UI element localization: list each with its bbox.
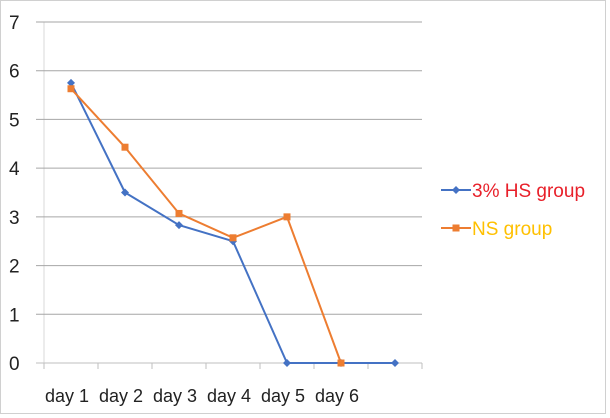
x-tick-label: day 4 xyxy=(207,386,251,406)
y-tick-label: 7 xyxy=(9,13,20,34)
data-point xyxy=(229,234,237,242)
y-tick-label: 1 xyxy=(9,305,20,326)
legend-label: 3% HS group xyxy=(472,181,585,202)
y-tick-label: 5 xyxy=(9,110,20,131)
data-point xyxy=(337,359,345,367)
series-line xyxy=(70,88,342,364)
x-tick-label: day 6 xyxy=(315,386,359,406)
legend-label: NS group xyxy=(472,219,552,240)
y-tick-label: 2 xyxy=(9,257,20,278)
data-point xyxy=(121,188,129,197)
data-point xyxy=(283,213,291,221)
y-tick-label: 4 xyxy=(9,159,20,180)
y-tick-label: 0 xyxy=(9,354,20,375)
x-tick-label: day 3 xyxy=(153,386,197,406)
x-tick-label: day 1 xyxy=(45,386,89,406)
data-point xyxy=(67,85,75,93)
data-point xyxy=(175,209,183,217)
legend-marker xyxy=(452,186,460,194)
data-point xyxy=(175,221,183,230)
x-tick-label: day 5 xyxy=(261,386,305,406)
data-point xyxy=(67,78,75,87)
series-line xyxy=(70,82,395,364)
y-tick-label: 3 xyxy=(9,208,20,229)
y-tick-label: 6 xyxy=(9,62,20,83)
data-point xyxy=(283,359,291,367)
legend-marker xyxy=(452,224,460,232)
x-tick-label: day 2 xyxy=(99,386,143,406)
data-point xyxy=(391,359,399,367)
data-point xyxy=(121,143,129,151)
